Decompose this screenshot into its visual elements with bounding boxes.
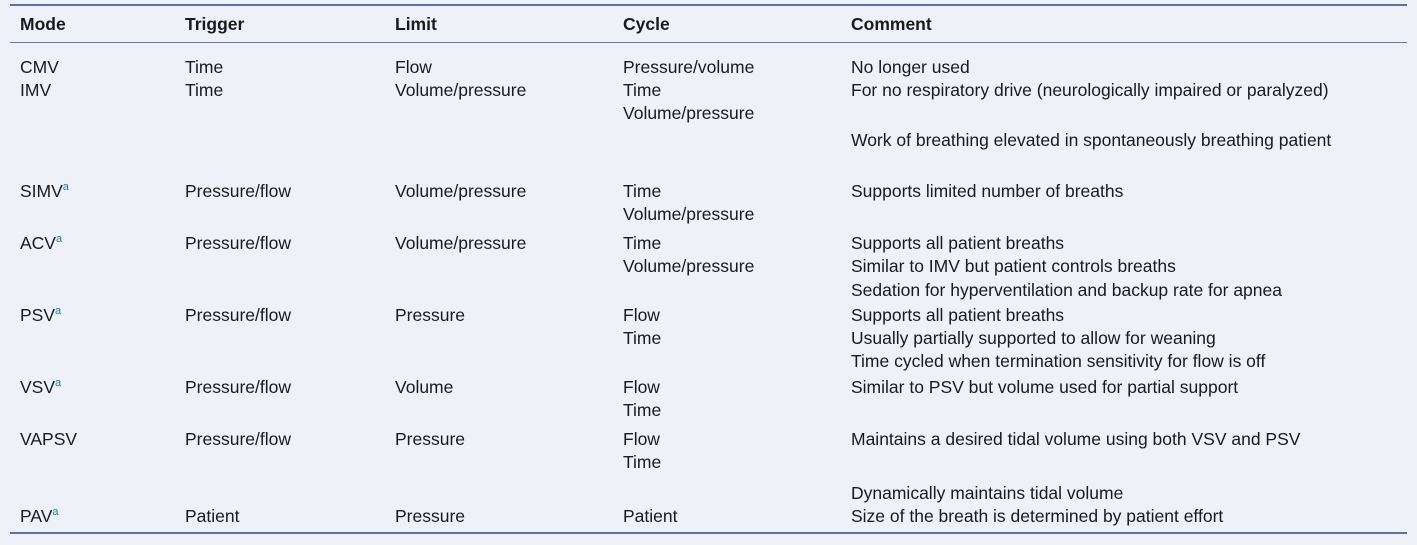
row-trigger: Patient	[185, 506, 240, 526]
row-cycle: Flow Time	[623, 377, 662, 420]
header-rule	[10, 42, 1407, 43]
row-comment: For no respiratory drive (neurologically…	[851, 80, 1329, 100]
header-comment: Comment	[851, 14, 932, 34]
row-mode: ACVa	[20, 233, 63, 253]
row-comment: No longer used	[851, 57, 970, 77]
row-mode: PAVa	[20, 506, 59, 526]
row-trigger: Time	[185, 80, 224, 100]
row-comment: Work of breathing elevated in spontaneou…	[851, 130, 1332, 150]
row-comment: Sedation for hyperventilation and backup…	[851, 280, 1282, 300]
row-limit: Volume	[395, 377, 454, 397]
row-comment: Supports all patient breaths	[851, 305, 1065, 325]
row-comment: Supports all patient breaths	[851, 233, 1065, 253]
row-comment: Similar to PSV but volume used for parti…	[851, 377, 1239, 397]
row-comment: Usually partially supported to allow for…	[851, 328, 1216, 348]
row-trigger: Time	[185, 57, 224, 77]
row-limit: Volume/pressure	[395, 181, 527, 201]
row-mode: PSVa	[20, 305, 62, 325]
row-cycle: Pressure/volume	[623, 57, 755, 77]
row-mode: CMV	[20, 57, 59, 77]
row-trigger: Pressure/flow	[185, 181, 292, 201]
row-limit: Pressure	[395, 506, 466, 526]
header-cycle: Cycle	[623, 14, 670, 34]
row-trigger: Pressure/flow	[185, 377, 292, 397]
row-limit: Volume/pressure	[395, 233, 527, 253]
row-cycle: Time Volume/pressure	[623, 80, 755, 123]
row-trigger: Pressure/flow	[185, 429, 292, 449]
row-mode: IMV	[20, 80, 52, 100]
row-comment: Time cycled when termination sensitivity…	[851, 351, 1266, 371]
header-limit: Limit	[395, 14, 437, 34]
row-limit: Pressure	[395, 429, 466, 449]
row-limit: Volume/pressure	[395, 80, 527, 100]
row-mode: VAPSV	[20, 429, 78, 449]
row-trigger: Pressure/flow	[185, 305, 292, 325]
row-cycle: Flow Time	[623, 429, 662, 472]
row-trigger: Pressure/flow	[185, 233, 292, 253]
row-cycle: Time Volume/pressure	[623, 181, 755, 224]
row-mode: VSVa	[20, 377, 62, 397]
header-mode: Mode	[20, 14, 66, 34]
row-comment: Similar to IMV but patient controls brea…	[851, 256, 1176, 276]
row-cycle: Flow Time	[623, 305, 662, 348]
row-comment: Maintains a desired tidal volume using b…	[851, 429, 1301, 449]
row-limit: Flow	[395, 57, 432, 77]
row-mode: SIMVa	[20, 181, 69, 201]
row-cycle: Patient	[623, 506, 678, 526]
row-comment: Supports limited number of breaths	[851, 181, 1124, 201]
table-top-rule	[10, 4, 1407, 6]
header-trigger: Trigger	[185, 14, 245, 34]
row-comment: Size of the breath is determined by pati…	[851, 506, 1224, 526]
table-bottom-rule	[10, 532, 1407, 534]
row-cycle: Time Volume/pressure	[623, 233, 755, 276]
row-limit: Pressure	[395, 305, 466, 325]
row-comment: Dynamically maintains tidal volume	[851, 483, 1124, 503]
